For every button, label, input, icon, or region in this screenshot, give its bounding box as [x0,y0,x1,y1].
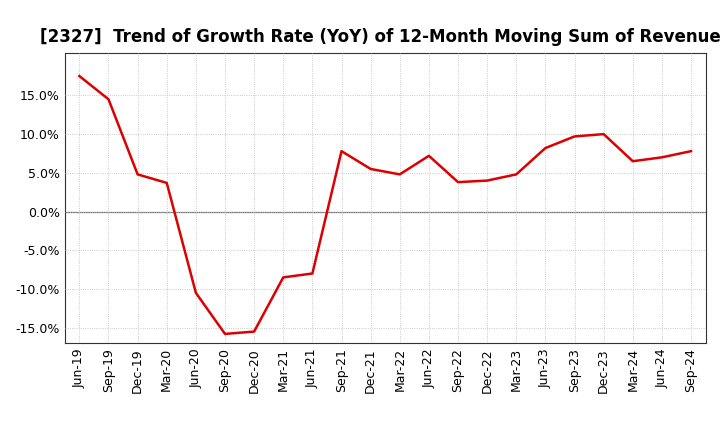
Title: [2327]  Trend of Growth Rate (YoY) of 12-Month Moving Sum of Revenues: [2327] Trend of Growth Rate (YoY) of 12-… [40,28,720,46]
